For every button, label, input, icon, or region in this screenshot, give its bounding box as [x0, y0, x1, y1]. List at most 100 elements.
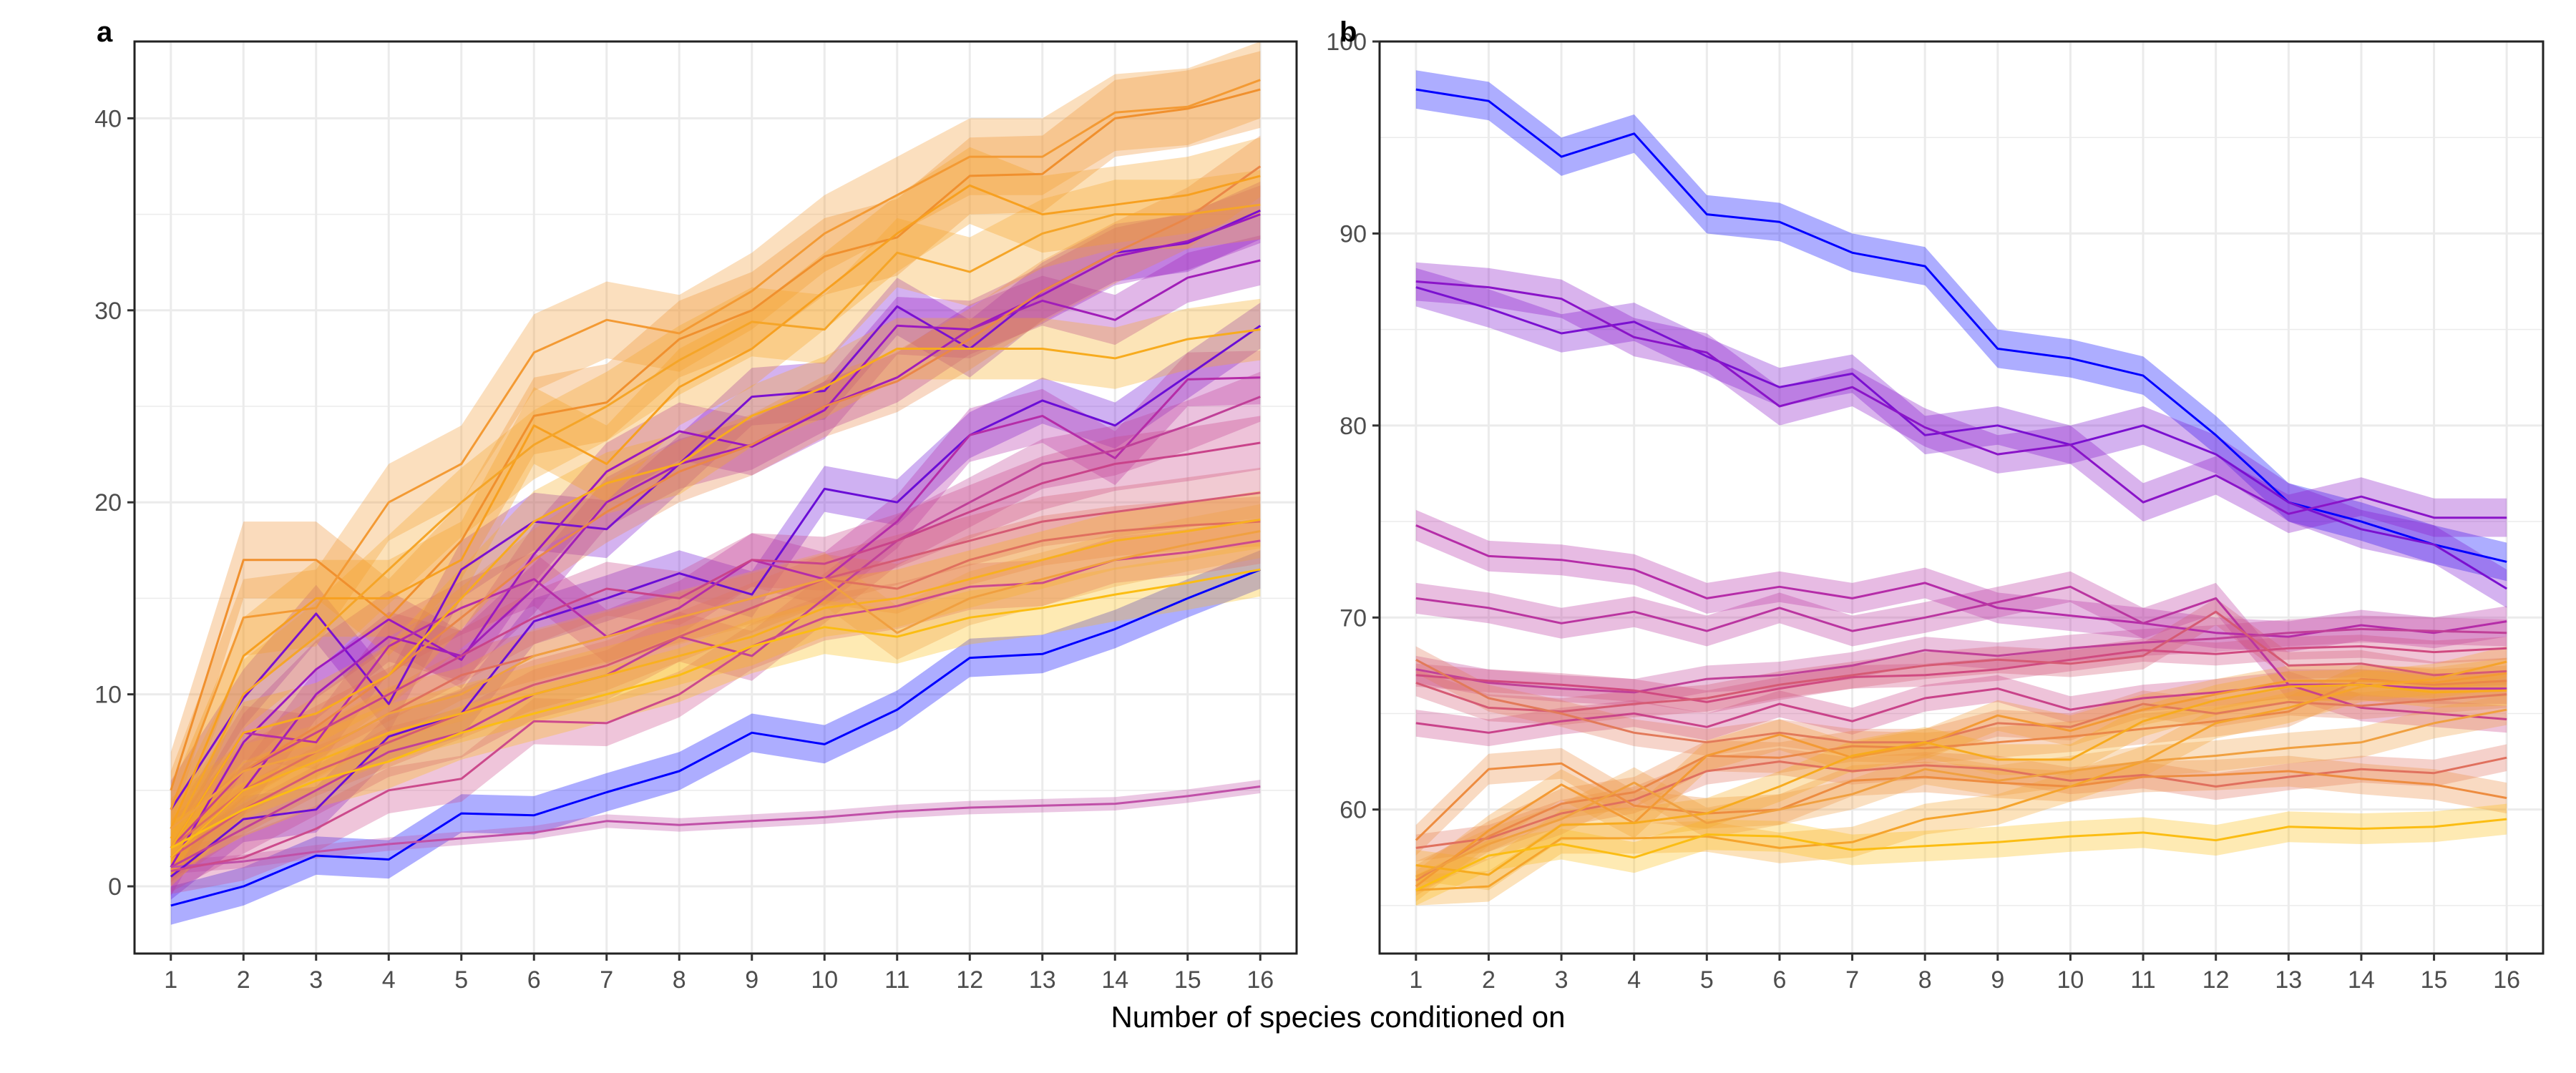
- series-ribbon-8: [170, 371, 1261, 893]
- series-line-15: [170, 79, 1261, 810]
- series-ribbon-3: [170, 303, 1261, 900]
- series-line-3: [1415, 280, 2507, 519]
- x-tick-label: 15: [1174, 966, 1201, 994]
- series-ribbon-10: [170, 517, 1261, 894]
- x-tick-label: 9: [745, 966, 758, 994]
- y-tick-label: 60: [1340, 797, 1367, 824]
- y-tick-label: 40: [94, 105, 122, 132]
- series-line-13: [1415, 762, 2507, 841]
- series-line-15: [1415, 660, 2507, 891]
- x-tick-label: 8: [673, 966, 686, 994]
- x-tick-label: 11: [2130, 966, 2155, 994]
- x-tick-label: 1: [1409, 966, 1423, 994]
- y-tick-label: 90: [1340, 220, 1367, 248]
- x-tick-label: 2: [237, 966, 250, 994]
- y-tick-label: 100: [1326, 29, 1367, 56]
- x-tick-label: 7: [600, 966, 613, 994]
- series-lines: [1415, 88, 2507, 891]
- series-line-16: [1415, 683, 2507, 876]
- series-line-20: [170, 568, 1261, 849]
- series-ribbon-14: [170, 51, 1261, 829]
- series-line-11: [1415, 658, 2507, 744]
- x-tick-label: 16: [1246, 966, 1274, 994]
- series-ribbon-1: [170, 550, 1261, 925]
- series-line-21: [170, 530, 1261, 830]
- series-line-14: [1415, 672, 2507, 888]
- series-ribbon-20: [170, 542, 1261, 875]
- series-ribbon-5: [170, 185, 1261, 896]
- series-ribbon-7: [170, 351, 1261, 875]
- plot-frame: [1378, 40, 2545, 955]
- series-line-14: [170, 88, 1261, 791]
- ribbons: [170, 41, 1261, 925]
- x-tick-label: 9: [1991, 966, 2004, 994]
- x-tick-label: 5: [1700, 966, 1714, 994]
- series-ribbon-12: [1415, 663, 2507, 896]
- y-tick-label: 20: [94, 489, 122, 516]
- x-tick-label: 16: [2493, 966, 2520, 994]
- series-line-1: [170, 568, 1261, 907]
- y-tick-label: 30: [94, 298, 122, 325]
- series-line-11: [170, 491, 1261, 859]
- series-ribbon-3: [1415, 262, 2507, 537]
- x-tick-label: 6: [1772, 966, 1786, 994]
- series-ribbon-4: [1415, 509, 2507, 652]
- series-ribbon-16: [170, 137, 1261, 868]
- x-tick-label: 12: [2202, 966, 2230, 994]
- series-ribbon-12: [170, 496, 1261, 873]
- plot-frame: [133, 40, 1298, 955]
- series-ribbon-6: [170, 235, 1261, 883]
- x-tick-label: 3: [309, 966, 323, 994]
- x-tick-label: 11: [884, 966, 909, 994]
- series-ribbon-13: [170, 135, 1261, 860]
- series-ribbon-11: [1415, 646, 2507, 756]
- series-line-9: [170, 441, 1261, 849]
- x-tick-label: 10: [811, 966, 838, 994]
- x-tick-label: 3: [1555, 966, 1568, 994]
- series-lines: [170, 79, 1262, 907]
- series-ribbon-19: [170, 491, 1261, 887]
- series-line-1: [1415, 88, 2507, 563]
- series-ribbon-11: [170, 467, 1261, 883]
- x-tick-label: 7: [1845, 966, 1859, 994]
- series-ribbon-15: [170, 41, 1261, 848]
- series-line-19: [170, 518, 1261, 858]
- x-tick-label: 4: [382, 966, 396, 994]
- x-tick-label: 13: [1029, 966, 1056, 994]
- series-ribbon-9: [170, 416, 1261, 875]
- series-line-10: [170, 539, 1261, 873]
- x-tick-label: 15: [2421, 966, 2448, 994]
- x-tick-label: 12: [956, 966, 983, 994]
- x-tick-label: 8: [1918, 966, 1932, 994]
- x-tick-label: 1: [164, 966, 177, 994]
- series-line-8: [1415, 645, 2507, 703]
- series-line-13: [170, 165, 1262, 830]
- x-tick-label: 5: [454, 966, 468, 994]
- x-tick-label: 10: [2057, 966, 2084, 994]
- series-line-12: [1415, 677, 2507, 882]
- series-line-18: [1415, 708, 2507, 878]
- series-line-10: [1415, 756, 2507, 849]
- series-ribbon-8: [1415, 635, 2507, 714]
- series-ribbon-5: [1415, 571, 2507, 705]
- series-ribbon-16: [1415, 669, 2507, 891]
- series-line-6: [170, 259, 1261, 858]
- panel-letter: b: [1340, 16, 1357, 48]
- series-ribbon-2: [1415, 268, 2507, 608]
- series-ribbon-17: [1415, 803, 2507, 906]
- x-tick-label: 2: [1482, 966, 1496, 994]
- x-tick-label: 6: [527, 966, 541, 994]
- x-tick-label: 13: [2275, 966, 2302, 994]
- series-ribbon-4: [170, 181, 1261, 838]
- series-line-18: [170, 328, 1261, 849]
- plot-background: [135, 41, 1297, 954]
- series-ribbon-2: [170, 780, 1261, 874]
- x-tick-label: 14: [2348, 966, 2375, 994]
- x-axis-label: Number of species conditioned on: [1111, 1000, 1565, 1034]
- gridlines: [135, 41, 1297, 954]
